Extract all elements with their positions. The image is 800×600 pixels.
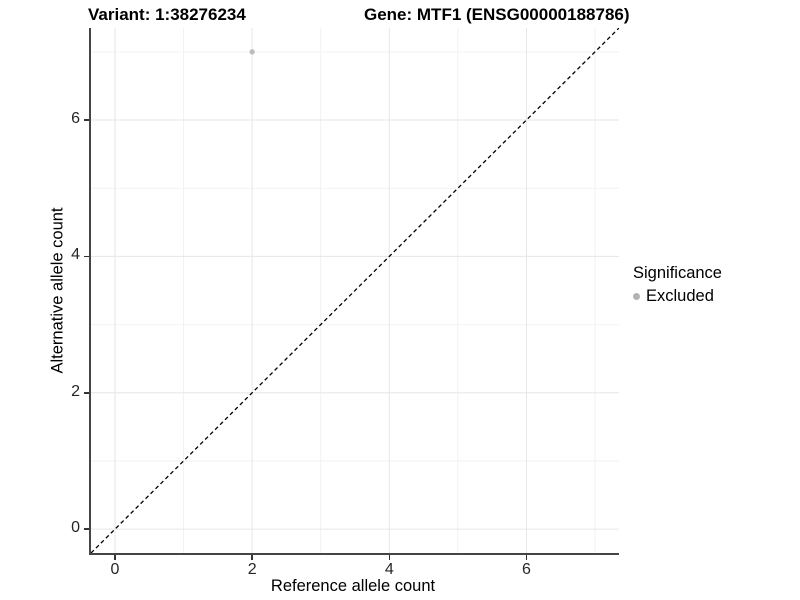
- data-point: [249, 49, 255, 55]
- x-tick-mark: [525, 555, 528, 560]
- y-axis-title: Alternative allele count: [48, 207, 67, 374]
- x-tick-label: 6: [521, 561, 531, 578]
- legend: Significance Excluded: [633, 264, 798, 306]
- y-tick-label: 0: [71, 519, 80, 537]
- plot-panel: [89, 28, 619, 555]
- plot-title-gene: Gene: MTF1 (ENSG00000188786): [364, 5, 630, 24]
- y-tick-label: 6: [71, 110, 80, 128]
- legend-key-dot-icon: [633, 293, 640, 300]
- y-tick-mark: [84, 392, 89, 394]
- legend-item-excluded: Excluded: [633, 287, 798, 306]
- plot-title-variant: Variant: 1:38276234: [88, 5, 246, 24]
- x-axis-title: Reference allele count: [270, 577, 436, 595]
- legend-item-label: Excluded: [646, 287, 714, 305]
- y-tick-label: 4: [71, 246, 80, 264]
- y-tick-label: 2: [71, 382, 80, 400]
- x-tick-mark: [388, 555, 391, 560]
- plot-canvas: [91, 28, 619, 553]
- x-tick-label: 0: [110, 561, 120, 578]
- y-tick-mark: [84, 255, 89, 258]
- x-tick-mark: [251, 555, 253, 560]
- x-tick-label: 2: [247, 561, 257, 578]
- legend-title: Significance: [633, 264, 722, 282]
- identity-line: [91, 28, 619, 553]
- x-tick-label: 4: [384, 561, 394, 578]
- x-tick-mark: [114, 555, 116, 560]
- y-tick-mark: [84, 119, 89, 121]
- y-tick-mark: [84, 528, 89, 530]
- y-axis-title-wrap: Alternative allele count: [49, 28, 67, 553]
